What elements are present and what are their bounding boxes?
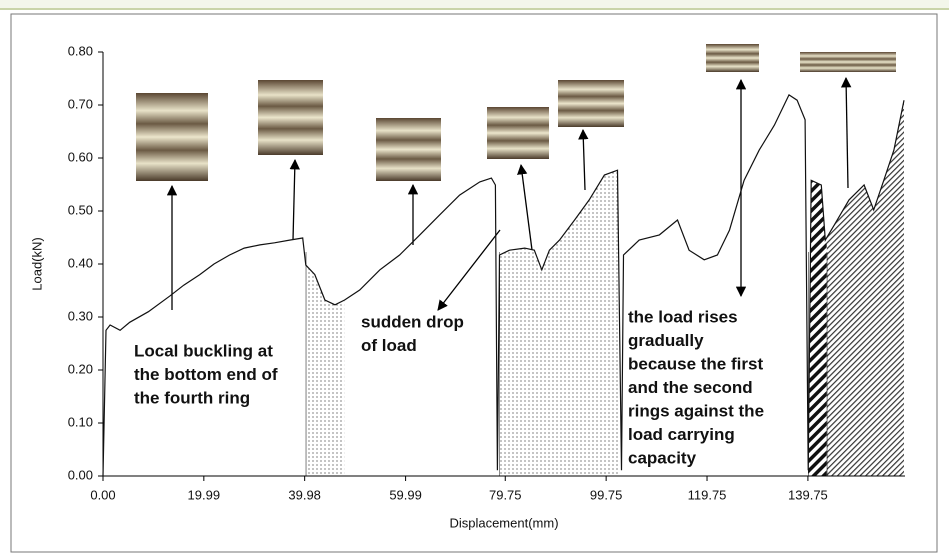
annotation: because the first xyxy=(628,354,763,373)
x-tick-label: 79.75 xyxy=(489,487,522,502)
annotation: load carrying xyxy=(628,425,735,444)
top-border xyxy=(0,8,949,10)
photo xyxy=(136,93,208,181)
x-tick-label: 99.75 xyxy=(590,487,623,502)
chart: Load(kN) Displacement(mm) 0.00 0.10 0.20 0.… xyxy=(0,0,949,556)
y-tick-label: 0.70 xyxy=(68,96,93,111)
photo xyxy=(558,80,624,127)
annotation: the bottom end of xyxy=(134,365,278,384)
annotation: and the second xyxy=(628,378,753,397)
x-tick-label: 0.00 xyxy=(90,487,115,502)
annotation: Local buckling at xyxy=(134,341,273,360)
y-tick-label: 0.80 xyxy=(68,43,93,58)
x-axis-label: Displacement(mm) xyxy=(449,515,558,530)
y-tick-label: 0.20 xyxy=(68,361,93,376)
annotation: the load rises xyxy=(628,307,738,326)
y-axis-label: Load(kN) xyxy=(29,237,44,290)
photo xyxy=(487,107,549,159)
photo xyxy=(376,118,441,181)
x-tick-label: 139.75 xyxy=(788,487,828,502)
y-tick-label: 0.00 xyxy=(68,467,93,482)
annotation: capacity xyxy=(628,448,697,467)
annotation: gradually xyxy=(628,331,704,350)
x-tick-label: 59.99 xyxy=(389,487,422,502)
y-tick-label: 0.30 xyxy=(68,308,93,323)
photo xyxy=(706,44,759,72)
annotation: the fourth ring xyxy=(134,388,250,407)
annotation: sudden drop xyxy=(361,312,464,331)
y-tick-label: 0.10 xyxy=(68,414,93,429)
photo xyxy=(800,52,896,72)
photo xyxy=(258,80,323,155)
annotation: rings against the xyxy=(628,401,764,420)
y-tick-label: 0.60 xyxy=(68,149,93,164)
top-bar xyxy=(0,0,949,8)
x-tick-label: 119.75 xyxy=(688,487,727,502)
x-tick-label: 19.99 xyxy=(188,487,221,502)
annotation: of load xyxy=(361,336,417,355)
y-tick-label: 0.50 xyxy=(68,202,93,217)
x-tick-label: 39.98 xyxy=(288,487,321,502)
y-tick-label: 0.40 xyxy=(68,255,93,270)
